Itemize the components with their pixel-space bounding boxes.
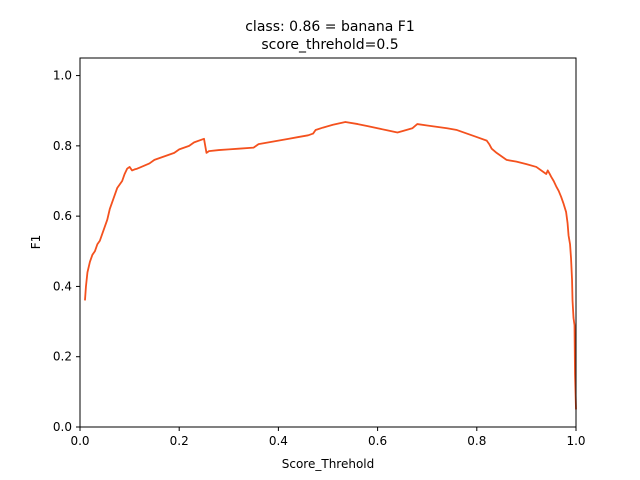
x-tick-label: 0.2	[170, 434, 189, 448]
y-tick-label: 0.8	[53, 139, 72, 153]
x-tick-label: 0.8	[467, 434, 486, 448]
axis-ticks: 0.0 0.2 0.4 0.6 0.8 1.0 0.0 0.2 0.4 0.6 0.8 1.0	[53, 69, 586, 448]
x-tick-label: 1.0	[566, 434, 585, 448]
x-axis-label: Score_Threhold	[282, 457, 375, 471]
y-tick-label: 1.0	[53, 69, 72, 83]
chart-subtitle: score_threhold=0.5	[261, 37, 398, 53]
x-tick-label: 0.4	[269, 434, 288, 448]
y-tick-label: 0.6	[53, 209, 72, 223]
series-layer	[84, 121, 577, 410]
y-tick-label: 0.0	[53, 420, 72, 434]
x-tick-label: 0.0	[70, 434, 89, 448]
series-line	[84, 121, 577, 410]
x-tick-label: 0.6	[368, 434, 387, 448]
y-tick-label: 0.4	[53, 279, 72, 293]
y-axis-label: F1	[29, 235, 43, 250]
plot-frame	[79, 57, 577, 428]
chart-title: class: 0.86 = banana F1	[245, 19, 415, 35]
y-tick-label: 0.2	[53, 350, 72, 364]
